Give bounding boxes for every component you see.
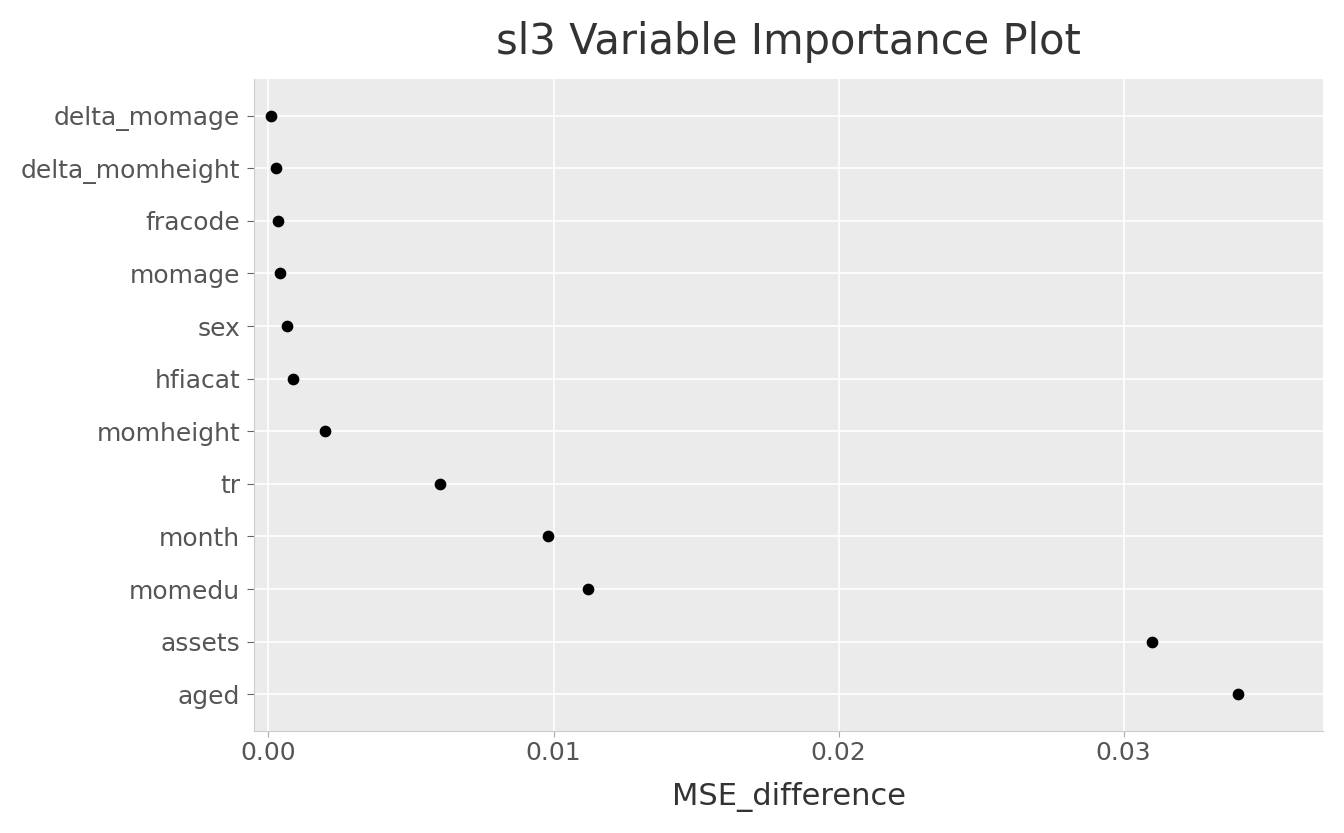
Point (577, 582, 598, 596)
Point (261, 109, 282, 122)
Point (265, 162, 286, 175)
Point (538, 530, 559, 543)
Point (267, 214, 289, 227)
X-axis label: MSE_difference: MSE_difference (672, 782, 906, 812)
Title: sl3 Variable Importance Plot: sl3 Variable Importance Plot (496, 21, 1081, 62)
Point (1227, 687, 1249, 701)
Point (314, 425, 336, 438)
Point (282, 372, 304, 386)
Point (277, 319, 298, 332)
Point (269, 267, 290, 280)
Point (1141, 635, 1163, 648)
Point (429, 477, 450, 491)
